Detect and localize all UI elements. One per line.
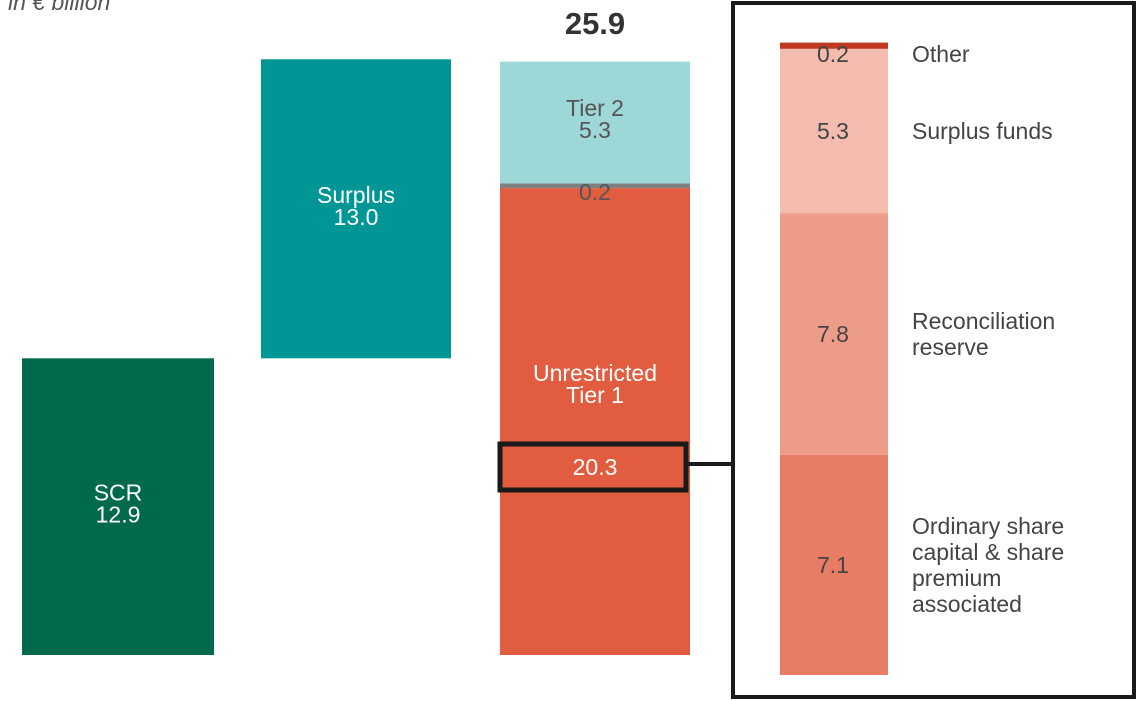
label-scr-12-9-line-1: SCR (94, 480, 143, 506)
breakdown-segment-other (780, 42, 888, 49)
breakdown-name-surplus-funds-line-1: Surplus funds (912, 118, 1053, 144)
breakdown-frame (731, 1, 1136, 699)
label-tier-2-5-3-line-1: Tier 2 (566, 95, 624, 121)
label-scr-12-9-line-2: 12.9 (96, 502, 141, 528)
breakdown-value-other: 0.2 (817, 41, 849, 67)
breakdown-value-ordinary-share-capital-share-premium-associated: 7.1 (817, 552, 849, 578)
label-tier-2-5-3-line-2: 5.3 (579, 117, 611, 143)
breakdown-value-reconciliation-reserve: 7.8 (817, 321, 849, 347)
bar-segment-restricted-tier-1-0-2 (500, 183, 690, 189)
total-label: 25.9 (565, 6, 625, 41)
breakdown-segment-ordinary-share-capital-share-premium-associated (780, 454, 888, 675)
bar-segment-tier-2-5-3 (500, 61, 690, 184)
breakdown-name-ordinary-share-capital-share-premium-associated-line-1: Ordinary share (912, 513, 1064, 539)
bar-segment-scr-12-9 (22, 358, 214, 655)
breakdown-segment-surplus-funds (780, 48, 888, 214)
label-surplus-13-0-line-1: Surplus (317, 182, 395, 208)
breakdown-value-surplus-funds: 5.3 (817, 118, 849, 144)
breakdown-name-reconciliation-reserve-line-2: reserve (912, 334, 989, 360)
unrestricted-tier1-value-highlight-box (497, 441, 689, 493)
bar-segment-surplus-13-0 (261, 59, 451, 359)
breakdown-name-ordinary-share-capital-share-premium-associated-line-2: capital & share (912, 539, 1064, 565)
label-surplus-13-0-line-2: 13.0 (334, 204, 379, 230)
breakdown-name-reconciliation-reserve-line-1: Reconciliation (912, 308, 1055, 334)
breakdown-name-ordinary-share-capital-share-premium-associated-line-3: premium (912, 565, 1001, 591)
breakdown-segment-reconciliation-reserve (780, 213, 888, 455)
value-unrestricted-tier-1: 20.3 (573, 454, 618, 480)
breakdown-name-ordinary-share-capital-share-premium-associated-line-4: associated (912, 591, 1022, 617)
chart-subtitle: in € billion (8, 0, 110, 15)
bar-segment-unrestricted-tier-1 (500, 188, 690, 655)
label-unrestricted-tier-1-line-1: Unrestricted (533, 360, 657, 386)
label-unrestricted-tier-1-line-2: Tier 1 (566, 382, 624, 408)
breakdown-name-other-line-1: Other (912, 41, 970, 67)
